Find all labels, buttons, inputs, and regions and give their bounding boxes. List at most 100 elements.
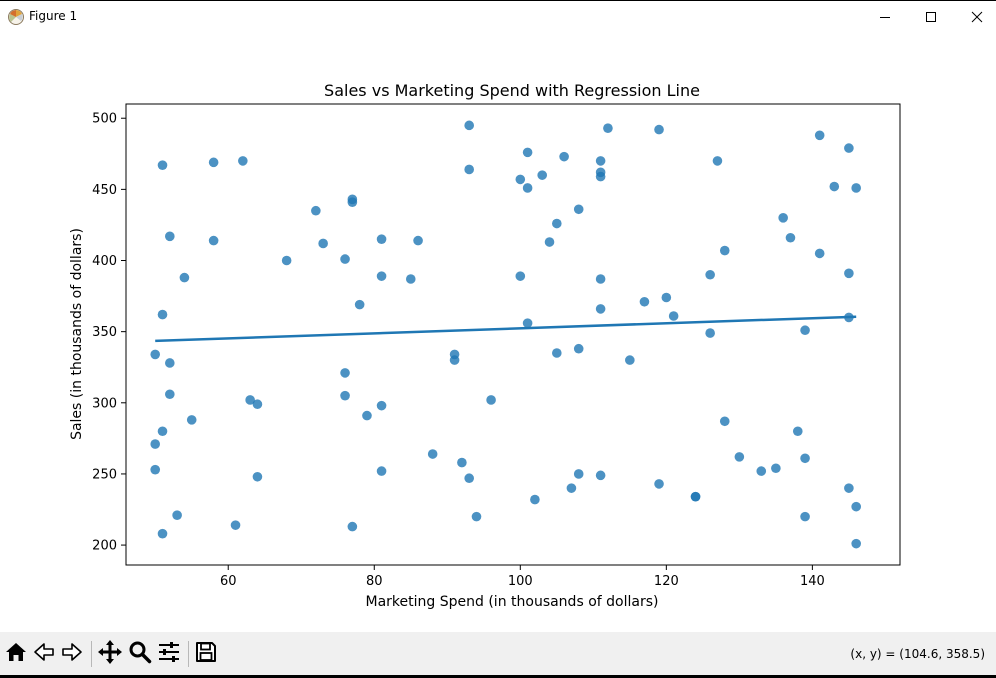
figure-canvas[interactable]: Sales vs Marketing Spend with Regression…: [0, 33, 996, 632]
data-point: [522, 147, 533, 158]
y-axis-label: Sales (in thousands of dollars): [69, 228, 85, 440]
data-point: [376, 466, 387, 476]
data-point: [157, 528, 168, 539]
data-point: [522, 183, 533, 193]
data-point: [595, 274, 606, 284]
data-point: [486, 395, 496, 405]
data-point: [705, 269, 715, 280]
zoom-button[interactable]: [126, 640, 154, 668]
minimize-button[interactable]: [862, 1, 908, 33]
data-point: [814, 130, 825, 141]
axis-ticks: 60 80 100 120 140 200 250 300 350 400 450 500: [92, 112, 825, 589]
data-point: [186, 415, 197, 425]
data-point: [800, 511, 810, 522]
data-point: [376, 234, 387, 244]
data-point: [238, 156, 248, 166]
home-icon: [4, 640, 28, 668]
data-point: [245, 395, 255, 405]
data-point: [347, 521, 358, 532]
configure-subplots-button[interactable]: [155, 640, 183, 668]
data-point: [785, 232, 796, 243]
home-button[interactable]: [2, 640, 30, 668]
cursor-coordinates: (x, y) = (104.6, 358.5): [850, 647, 985, 661]
data-point: [851, 501, 861, 512]
matplotlib-logo-icon: [7, 8, 25, 26]
data-point: [573, 343, 584, 354]
data-point: [603, 123, 613, 133]
maximize-button[interactable]: [908, 1, 954, 33]
data-point: [281, 255, 292, 266]
data-point: [771, 463, 781, 474]
data-point: [654, 479, 664, 489]
data-point: [552, 348, 562, 358]
data-point: [376, 400, 387, 411]
data-point: [522, 318, 533, 328]
data-point: [427, 449, 438, 459]
data-point: [515, 271, 526, 281]
data-point: [165, 358, 175, 368]
data-point: [844, 268, 854, 279]
x-tick-label: 80: [366, 574, 383, 589]
data-point: [639, 296, 650, 307]
data-point: [165, 389, 175, 400]
data-point: [311, 205, 321, 216]
data-point: [668, 311, 679, 321]
data-point: [595, 304, 606, 314]
data-point: [705, 328, 715, 338]
data-point: [150, 464, 161, 475]
save-button[interactable]: [192, 640, 220, 668]
x-tick-label: 100: [508, 574, 533, 589]
pan-button[interactable]: [96, 640, 124, 668]
data-point: [814, 248, 825, 259]
data-point: [530, 494, 540, 505]
data-point: [340, 390, 350, 401]
data-point: [756, 466, 767, 476]
forward-button[interactable]: [58, 640, 86, 668]
data-point: [362, 410, 372, 421]
window-title: Figure 1: [29, 9, 78, 23]
y-tick-label: 350: [92, 325, 117, 340]
data-point: [792, 426, 803, 437]
data-point: [595, 156, 606, 166]
data-point: [464, 473, 474, 484]
data-point: [573, 204, 584, 215]
data-point: [252, 471, 263, 482]
data-point: [376, 271, 387, 281]
data-point: [318, 238, 328, 249]
data-point: [851, 538, 861, 549]
close-button[interactable]: [954, 1, 996, 33]
data-point: [354, 299, 365, 310]
chart-title: Sales vs Marketing Spend with Regression…: [324, 81, 700, 100]
data-point: [625, 355, 635, 365]
data-point: [844, 143, 854, 153]
data-point: [559, 151, 569, 162]
data-point: [844, 483, 854, 493]
y-tick-label: 450: [92, 183, 117, 198]
data-point: [340, 368, 350, 378]
y-tick-label: 300: [92, 396, 117, 411]
data-point: [252, 399, 263, 410]
data-point: [157, 160, 168, 170]
toolbar-separator: [91, 641, 92, 667]
plot-area: [150, 120, 861, 549]
y-tick-label: 250: [92, 467, 117, 482]
data-point: [230, 520, 241, 530]
data-point: [544, 237, 555, 247]
y-tick-label: 200: [92, 539, 117, 554]
minimize-icon: [879, 11, 891, 23]
data-point: [150, 349, 161, 360]
back-button[interactable]: [30, 640, 58, 668]
data-point: [157, 309, 168, 320]
zoom-icon: [128, 640, 152, 668]
data-point: [661, 292, 672, 303]
data-point: [537, 170, 548, 180]
data-point: [457, 457, 467, 468]
regression-line: [155, 315, 857, 343]
data-point: [851, 183, 861, 193]
pan-icon: [97, 639, 123, 669]
axes-frame: [125, 103, 901, 566]
data-point: [552, 218, 562, 229]
data-point: [595, 470, 606, 481]
x-tick-label: 120: [654, 574, 679, 589]
data-point: [208, 157, 219, 168]
